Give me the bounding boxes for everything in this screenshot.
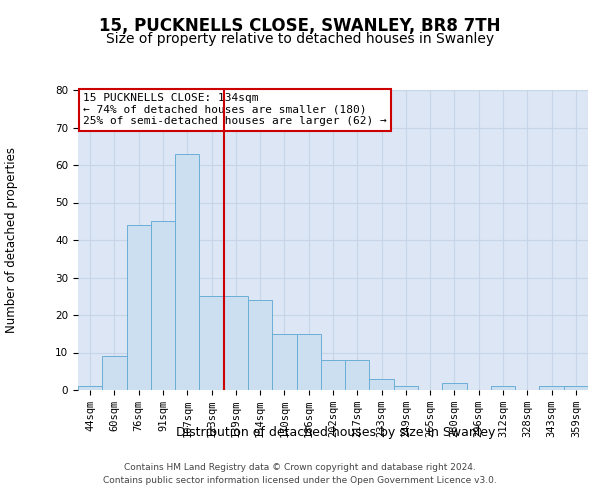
Text: Contains HM Land Registry data © Crown copyright and database right 2024.: Contains HM Land Registry data © Crown c…: [124, 464, 476, 472]
Bar: [491, 386, 515, 390]
Text: 15 PUCKNELLS CLOSE: 134sqm
← 74% of detached houses are smaller (180)
25% of sem: 15 PUCKNELLS CLOSE: 134sqm ← 74% of deta…: [83, 93, 387, 126]
Bar: [127, 225, 151, 390]
Bar: [564, 386, 588, 390]
Text: Size of property relative to detached houses in Swanley: Size of property relative to detached ho…: [106, 32, 494, 46]
Bar: [539, 386, 564, 390]
Bar: [151, 221, 175, 390]
Text: 15, PUCKNELLS CLOSE, SWANLEY, BR8 7TH: 15, PUCKNELLS CLOSE, SWANLEY, BR8 7TH: [99, 18, 501, 36]
Bar: [345, 360, 370, 390]
Bar: [248, 300, 272, 390]
Bar: [442, 382, 467, 390]
Text: Number of detached properties: Number of detached properties: [5, 147, 19, 333]
Text: Distribution of detached houses by size in Swanley: Distribution of detached houses by size …: [176, 426, 496, 439]
Bar: [321, 360, 345, 390]
Text: Contains public sector information licensed under the Open Government Licence v3: Contains public sector information licen…: [103, 476, 497, 485]
Bar: [296, 334, 321, 390]
Bar: [199, 296, 224, 390]
Bar: [78, 386, 102, 390]
Bar: [224, 296, 248, 390]
Bar: [175, 154, 199, 390]
Bar: [394, 386, 418, 390]
Bar: [272, 334, 296, 390]
Bar: [370, 379, 394, 390]
Bar: [102, 356, 127, 390]
